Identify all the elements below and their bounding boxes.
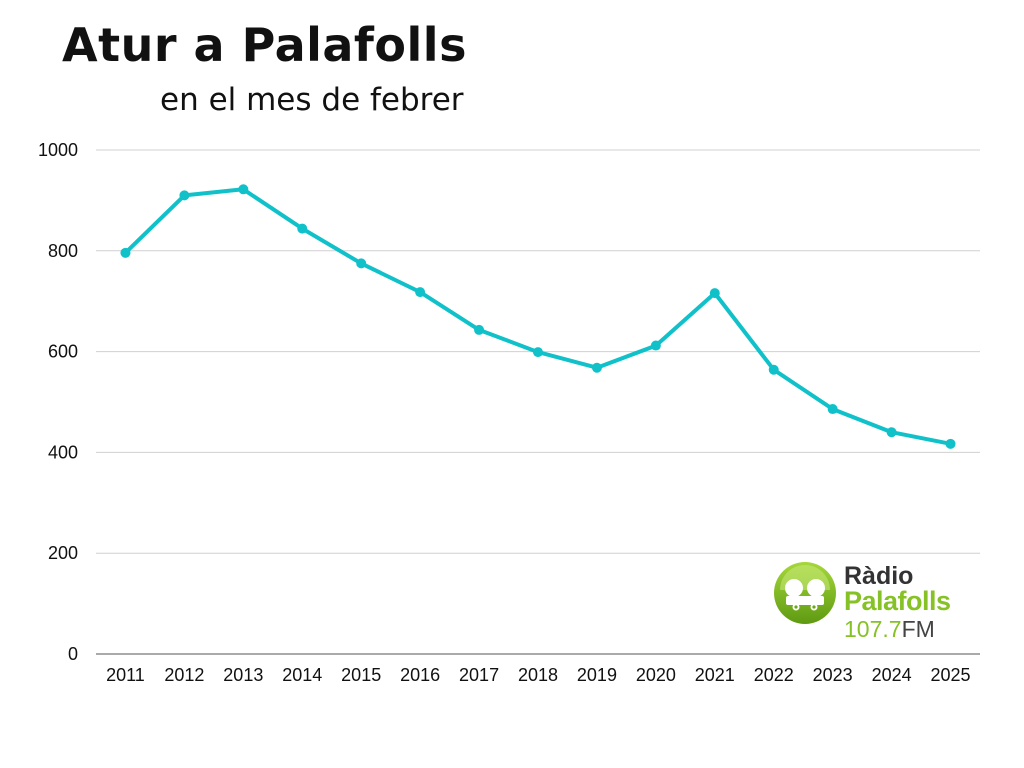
data-point-2016 bbox=[415, 287, 426, 298]
data-point-2023 bbox=[827, 404, 838, 415]
x-tick-label: 2023 bbox=[813, 665, 853, 685]
y-tick-label: 200 bbox=[48, 543, 78, 563]
x-tick-label: 2015 bbox=[341, 665, 381, 685]
data-point-2020 bbox=[650, 340, 661, 351]
x-tick-label: 2012 bbox=[164, 665, 204, 685]
chart-subtitle: en el mes de febrer bbox=[160, 82, 464, 118]
data-point-2012 bbox=[179, 190, 190, 201]
series-line bbox=[123, 187, 953, 446]
x-tick-label: 2020 bbox=[636, 665, 676, 685]
data-point-2021 bbox=[709, 288, 720, 299]
data-point-2019 bbox=[591, 362, 602, 373]
x-tick-label: 2017 bbox=[459, 665, 499, 685]
data-point-2022 bbox=[768, 364, 779, 375]
y-tick-label: 1000 bbox=[38, 140, 78, 160]
chart-title: Atur a Palafolls bbox=[62, 18, 467, 72]
logo-line-palafolls: Palafolls bbox=[844, 586, 951, 616]
x-axis-ticks: 2011 2012 2013 2014 2015 2016 2017 2018 2019 2020… bbox=[106, 665, 970, 685]
logo-line-radio: Ràdio bbox=[844, 562, 914, 590]
data-point-2017 bbox=[474, 324, 485, 335]
x-tick-label: 2022 bbox=[754, 665, 794, 685]
x-tick-label: 2025 bbox=[931, 665, 971, 685]
radio-logo-icon bbox=[774, 562, 836, 624]
series-unemployment bbox=[120, 184, 956, 449]
y-tick-label: 0 bbox=[68, 644, 78, 664]
data-point-2011 bbox=[120, 247, 131, 258]
radio-palafolls-logo: Ràdio Palafolls 107.7FM bbox=[772, 556, 992, 646]
logo-frequency: 107.7FM bbox=[844, 618, 935, 641]
data-point-2024 bbox=[886, 427, 897, 438]
data-point-2018 bbox=[533, 347, 543, 358]
logo-freq-number: 107.7 bbox=[844, 616, 902, 642]
x-tick-label: 2021 bbox=[695, 665, 735, 685]
y-tick-label: 400 bbox=[48, 442, 78, 462]
x-tick-label: 2013 bbox=[223, 665, 263, 685]
x-tick-label: 2011 bbox=[106, 665, 145, 685]
y-tick-label: 600 bbox=[48, 342, 78, 362]
x-tick-label: 2019 bbox=[577, 665, 617, 685]
y-tick-label: 800 bbox=[48, 241, 78, 261]
x-tick-label: 2018 bbox=[518, 665, 558, 685]
x-tick-label: 2014 bbox=[282, 665, 322, 685]
data-point-2014 bbox=[297, 223, 308, 234]
data-point-2015 bbox=[356, 258, 367, 269]
data-point-2025 bbox=[945, 438, 956, 449]
x-tick-label: 2024 bbox=[872, 665, 912, 685]
logo-band: FM bbox=[901, 616, 935, 642]
data-point-2013 bbox=[238, 184, 249, 195]
x-tick-label: 2016 bbox=[400, 665, 440, 685]
y-axis-ticks: 0 200 400 600 800 1000 bbox=[38, 140, 78, 664]
grid-lines bbox=[96, 149, 980, 655]
